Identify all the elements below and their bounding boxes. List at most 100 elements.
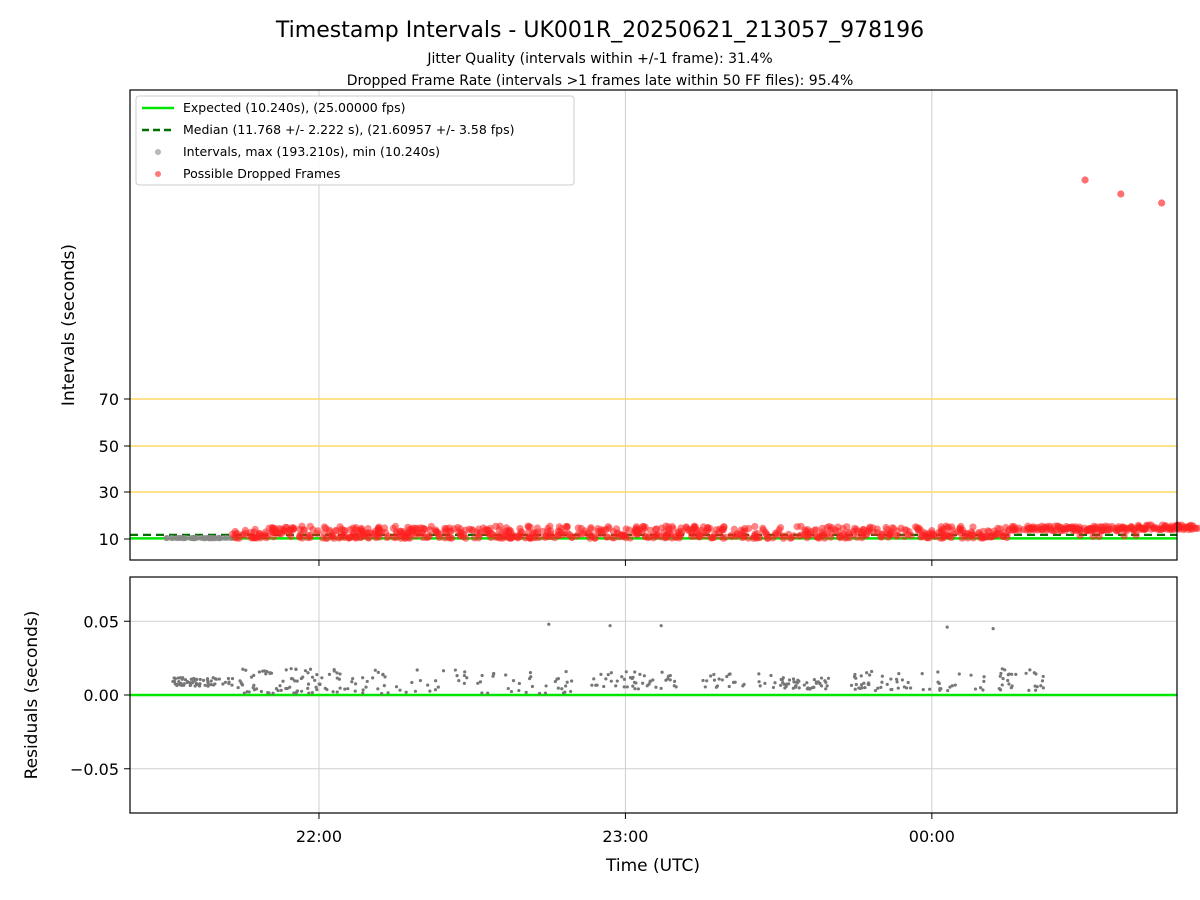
dropped-frame-point [1003, 531, 1011, 539]
residual-point [1010, 672, 1014, 676]
dropped-frame-point [625, 526, 633, 534]
dropped-frame-point [751, 530, 759, 538]
dropped-frame-point [1163, 525, 1171, 533]
residual-point [720, 678, 724, 682]
dropped-frame-point [717, 533, 725, 541]
legend-intervals-marker [155, 149, 161, 155]
dropped-frame-point [309, 526, 317, 534]
residual-point [268, 671, 272, 675]
residual-point [672, 684, 676, 688]
residual-point [434, 679, 438, 683]
residual-point [528, 671, 533, 675]
interval-point [189, 535, 196, 542]
residual-point [428, 689, 432, 693]
residual-point [346, 687, 350, 691]
residual-point [741, 684, 745, 688]
residual-point [565, 680, 569, 684]
residual-point [1003, 668, 1007, 672]
residual-point [602, 684, 606, 689]
interval-point [209, 534, 216, 541]
dropped-frame-point [287, 532, 295, 541]
residual-point [868, 673, 872, 677]
dropped-frame-point [1076, 526, 1084, 534]
residual-point [824, 680, 828, 684]
dropped-frame-point [351, 525, 359, 533]
residual-point [763, 681, 767, 685]
residual-point [462, 673, 467, 678]
residual-point [873, 688, 878, 693]
residual-point [771, 685, 776, 690]
residual-point [791, 677, 796, 681]
residual-point [398, 688, 402, 692]
dropped-frame-point [780, 532, 788, 540]
dropped-frame-point [1134, 523, 1142, 532]
residual-point [335, 671, 339, 675]
dropped-frame-point [883, 526, 891, 534]
dropped-frame-point [675, 534, 683, 542]
residual-point [453, 668, 457, 672]
residual-point [205, 677, 210, 681]
residual-point [561, 691, 566, 695]
residual-point [517, 681, 521, 686]
residual-point [300, 689, 304, 693]
dropped-frame-point [720, 523, 728, 531]
residual-point [410, 680, 414, 685]
residual-point [604, 677, 608, 681]
residual-point [517, 688, 521, 693]
dropped-frame-point [1154, 525, 1162, 534]
dropped-frame-point [390, 533, 398, 541]
residual-point [1028, 668, 1032, 672]
residual-point [668, 678, 672, 682]
dropped-frame-point [296, 532, 304, 540]
residuals-y-tick-label: 0.00 [83, 686, 119, 705]
residual-point [294, 667, 298, 671]
residual-point [310, 675, 315, 679]
intervals-reference-lines [130, 398, 1177, 493]
residual-point [1041, 686, 1045, 690]
residual-point [338, 672, 342, 676]
residual-point [537, 691, 542, 695]
residual-point [569, 689, 573, 694]
residual-point [478, 680, 483, 684]
residual-point [504, 673, 508, 677]
residual-point [433, 688, 438, 692]
dropped-frame-point [533, 524, 542, 532]
dropped-frame-point [323, 534, 332, 542]
residual-point [506, 686, 510, 691]
dropped-frame-point [517, 527, 525, 536]
dropped-frame-point [950, 530, 958, 538]
dropped-frame-point [231, 527, 239, 536]
residual-point [1000, 667, 1004, 671]
residual-point [404, 690, 408, 694]
residual-point [306, 686, 310, 690]
residual-point [642, 674, 646, 678]
dropped-frame-point [994, 530, 1002, 538]
residual-point [957, 672, 961, 676]
residual-point [257, 670, 262, 674]
residual-point [306, 682, 311, 686]
residual-point [415, 668, 419, 672]
residual-point [812, 677, 816, 682]
residual-point [609, 671, 613, 675]
dropped-frame-point [441, 524, 449, 533]
dropped-frame-point [695, 533, 703, 541]
residual-point [206, 681, 210, 685]
dropped-frame-point [1095, 532, 1103, 540]
residual-point [757, 680, 761, 684]
residual-outlier-point [991, 627, 995, 631]
residual-point [426, 683, 430, 687]
residual-point [920, 672, 924, 676]
dropped-frame-point [1098, 527, 1106, 535]
residual-point [353, 689, 357, 693]
dropped-frame-point [289, 525, 297, 533]
residual-point [660, 670, 664, 674]
residual-point [195, 677, 199, 681]
dropped-frame-point [976, 534, 985, 542]
dropped-frame-point [499, 534, 507, 542]
dropped-frame-point [255, 530, 263, 538]
residual-point [802, 683, 806, 687]
dropped-frame-point [665, 525, 673, 534]
residual-point [659, 686, 663, 691]
residual-point [335, 690, 339, 694]
interval-point [183, 534, 190, 541]
